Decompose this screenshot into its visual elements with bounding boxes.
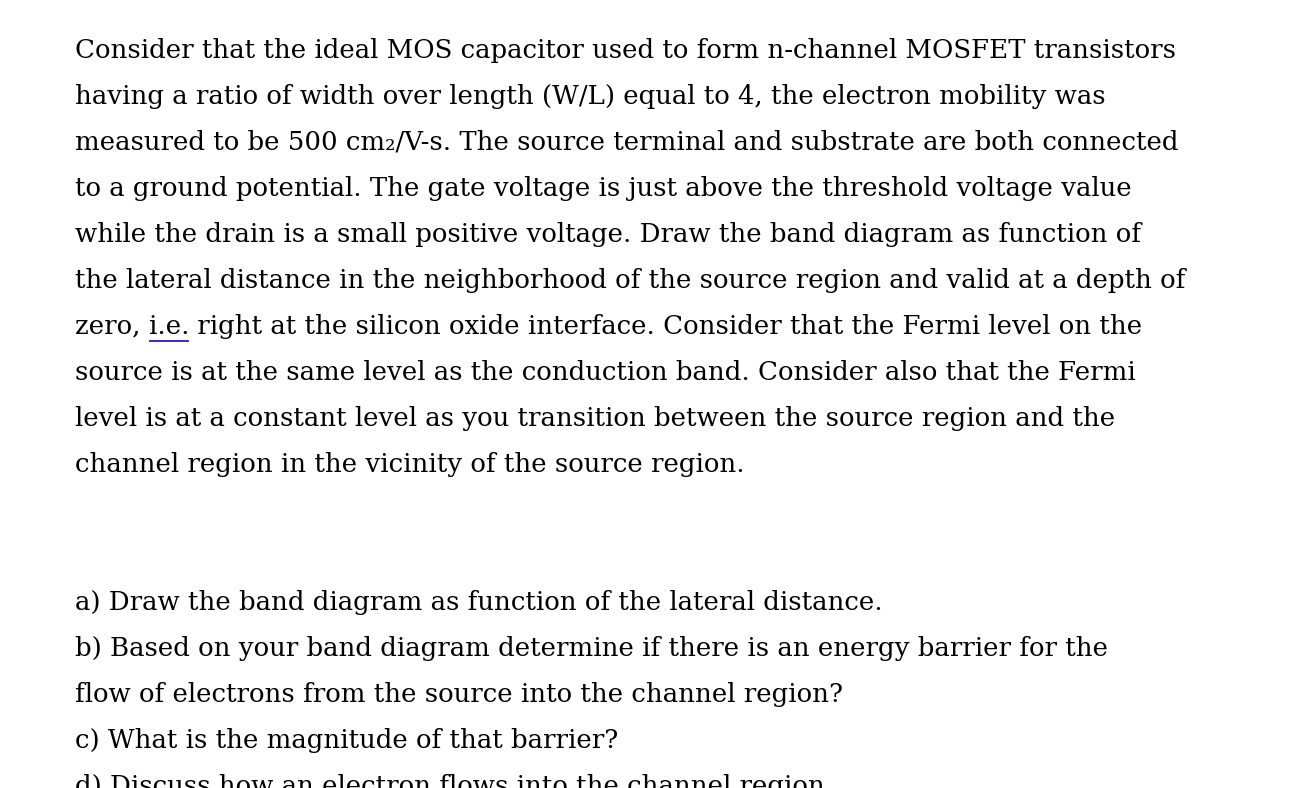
Text: channel region in the vicinity of the source region.: channel region in the vicinity of the so… [75, 452, 745, 477]
Text: flow of electrons from the source into the channel region?: flow of electrons from the source into t… [75, 682, 843, 707]
Text: while the drain is a small positive voltage. Draw the band diagram as function o: while the drain is a small positive volt… [75, 222, 1140, 247]
Text: d) Discuss how an electron flows into the channel region: d) Discuss how an electron flows into th… [75, 774, 825, 788]
Text: c) What is the magnitude of that barrier?: c) What is the magnitude of that barrier… [75, 728, 618, 753]
Text: measured to be 500 cm₂/V-s. The source terminal and substrate are both connected: measured to be 500 cm₂/V-s. The source t… [75, 130, 1178, 155]
Text: zero,: zero, [75, 314, 149, 339]
Text: having a ratio of width over length (W/L) equal to 4, the electron mobility was: having a ratio of width over length (W/L… [75, 84, 1106, 109]
Text: the lateral distance in the neighborhood of the source region and valid at a dep: the lateral distance in the neighborhood… [75, 268, 1186, 293]
Text: source is at the same level as the conduction band. Consider also that the Fermi: source is at the same level as the condu… [75, 360, 1135, 385]
Text: b) Based on your band diagram determine if there is an energy barrier for the: b) Based on your band diagram determine … [75, 636, 1108, 661]
Text: i.e.: i.e. [149, 314, 189, 339]
Text: right at the silicon oxide interface. Consider that the Fermi level on the: right at the silicon oxide interface. Co… [189, 314, 1142, 339]
Text: level is at a constant level as you transition between the source region and the: level is at a constant level as you tran… [75, 406, 1115, 431]
Text: Consider that the ideal MOS capacitor used to form n-channel MOSFET transistors: Consider that the ideal MOS capacitor us… [75, 38, 1175, 63]
Text: to a ground potential. The gate voltage is just above the threshold voltage valu: to a ground potential. The gate voltage … [75, 176, 1131, 201]
Text: a) Draw the band diagram as function of the lateral distance.: a) Draw the band diagram as function of … [75, 590, 883, 615]
